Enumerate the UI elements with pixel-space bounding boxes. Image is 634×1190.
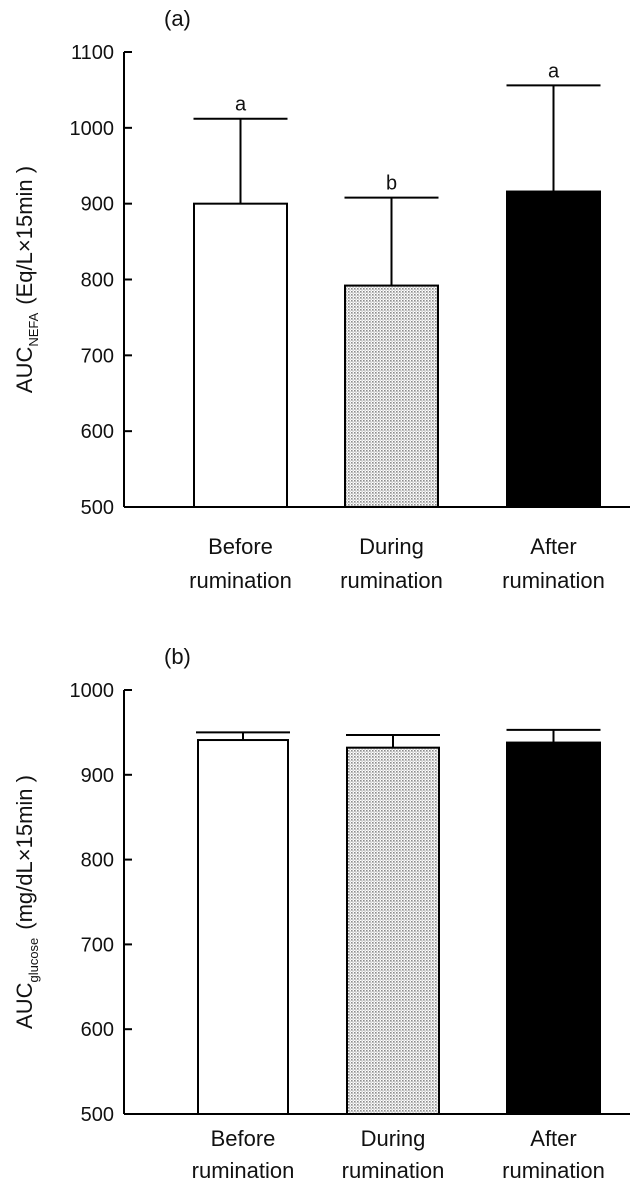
y-axis-title-unit: (mg/dL×15min ) (12, 775, 37, 930)
y-tick-label: 500 (81, 1104, 114, 1126)
bar-3 (506, 190, 601, 509)
x-tick-label-line2: rumination (340, 568, 443, 593)
chart-panel-b: (b) 500 600 700 800 900 1000 AUCglucose (mg/dL×1… (12, 644, 630, 1183)
bar-2 (346, 746, 440, 1115)
y-axis-title-sub: NEFA (26, 312, 41, 346)
x-tick-label-line1: After (530, 1126, 576, 1151)
y-tick-label: 800 (81, 850, 114, 872)
y-axis-title-main: AUC (12, 982, 37, 1029)
panel-label: (a) (164, 6, 191, 31)
bar-2 (344, 284, 439, 509)
y-tick-label: 1000 (70, 680, 115, 702)
y-axis-title-sub: glucose (26, 938, 41, 983)
y-tick-label: 1000 (70, 118, 115, 140)
x-tick-label-line1: During (359, 534, 424, 559)
x-tick-label-line1: After (530, 534, 576, 559)
x-tick-label-line1: During (361, 1126, 426, 1151)
y-tick-label: 900 (81, 765, 114, 787)
bar-3 (506, 741, 601, 1115)
y-tick-label: 600 (81, 421, 114, 443)
y-axis-title: AUCNEFA (Eq/L×15min ) (12, 166, 41, 393)
y-tick-label: 800 (81, 270, 114, 292)
bar-1 (197, 739, 289, 1115)
bar-1 (193, 202, 288, 509)
y-tick-label: 500 (81, 497, 114, 519)
significance-label: a (235, 94, 247, 116)
x-tick-label-line1: Before (208, 534, 273, 559)
x-tick-label-line2: rumination (502, 568, 605, 593)
y-axis-title-main: AUC (12, 347, 37, 394)
y-axis-title-unit: (Eq/L×15min ) (12, 166, 37, 305)
y-axis-title: AUCglucose (mg/dL×15min ) (12, 775, 41, 1029)
y-tick-label: 1100 (71, 42, 114, 64)
x-tick-label-line2: rumination (192, 1158, 295, 1183)
significance-label: a (548, 60, 560, 82)
x-tick-label-line2: rumination (502, 1158, 605, 1183)
significance-label: b (386, 173, 397, 195)
y-tick-label: 700 (81, 934, 114, 956)
x-tick-label-line1: Before (211, 1126, 276, 1151)
chart-panel-a: (a) 500 600 700 800 900 1000 1100 AUCNEFA (Eq/L×1… (12, 6, 630, 593)
y-tick-label: 900 (81, 194, 114, 216)
panel-label: (b) (164, 644, 191, 669)
y-tick-label: 600 (81, 1019, 114, 1041)
x-tick-label-line2: rumination (342, 1158, 445, 1183)
x-tick-label-line2: rumination (189, 568, 292, 593)
y-tick-label: 700 (81, 345, 114, 367)
